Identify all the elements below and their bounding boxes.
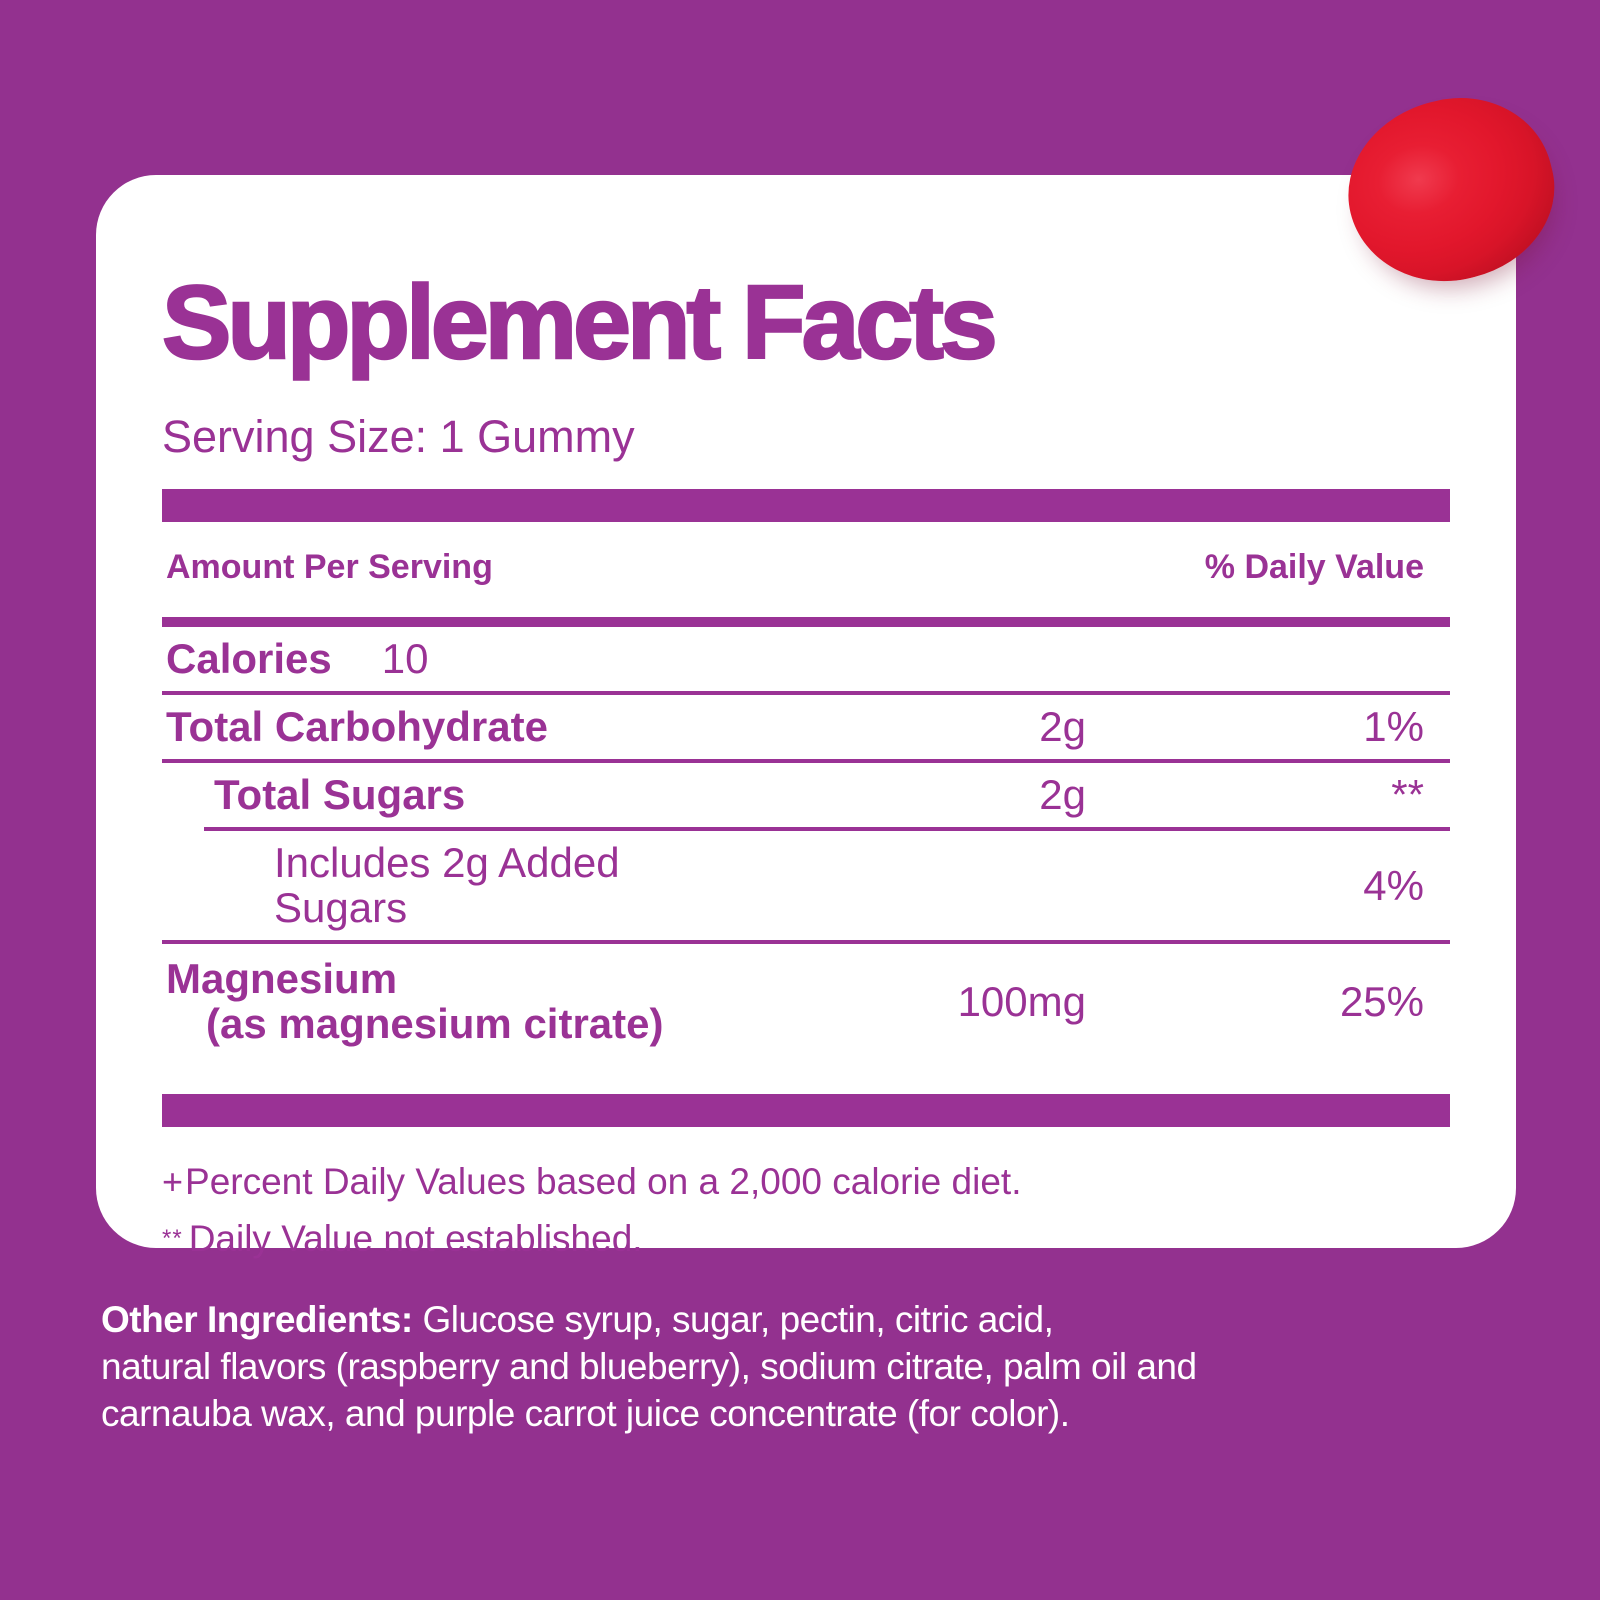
row-dv-added-sugars: 4% <box>1363 861 1424 909</box>
row-divider-indented <box>204 827 1450 831</box>
other-ingredients-text: Other Ingredients: Glucose syrup, sugar,… <box>101 1296 1361 1437</box>
header-divider-bar <box>162 617 1450 627</box>
page-title: Supplement Facts <box>161 265 999 381</box>
table-row-total-sugars: Total Sugars 2g ** <box>162 763 1450 827</box>
table-row-added-sugars: Includes 2g Added Sugars 4% <box>162 831 1450 940</box>
row-name-total-sugars: Total Sugars <box>214 771 466 818</box>
other-ingredients-label: Other Ingredients: <box>101 1299 413 1340</box>
column-header-daily-value: % Daily Value <box>1204 548 1424 586</box>
table-top-bar <box>162 489 1450 522</box>
other-ingredients-line1: Glucose syrup, sugar, pectin, citric aci… <box>412 1299 1054 1340</box>
row-amount-magnesium: 100mg <box>957 977 1086 1025</box>
footnote-daily-values: + Percent Daily Values based on a 2,000 … <box>162 1160 1450 1204</box>
row-divider <box>162 759 1450 763</box>
table-row-calories: Calories 10 <box>162 627 1450 691</box>
row-amount-total-carbohydrate: 2g <box>1039 703 1086 750</box>
table-row-magnesium: Magnesium (as magnesium citrate) 100mg 2… <box>162 944 1450 1070</box>
row-value-calories: 10 <box>381 635 429 682</box>
other-ingredients-line3: carnauba wax, and purple carrot juice co… <box>101 1393 1070 1434</box>
row-name-magnesium: Magnesium <box>166 955 398 1002</box>
row-name-added-sugars: Includes 2g Added Sugars <box>274 839 620 931</box>
footnote-daily-values-text: Percent Daily Values based on a 2,000 ca… <box>185 1161 1022 1202</box>
row-name-total-carbohydrate: Total Carbohydrate <box>166 703 548 750</box>
row-divider <box>162 691 1450 695</box>
footnote-not-established-text: Daily Value not established. <box>188 1218 643 1259</box>
row-dv-magnesium: 25% <box>1339 977 1424 1025</box>
row-dv-total-carbohydrate: 1% <box>1363 703 1424 750</box>
footnote-asterisks-marker: ** <box>162 1225 183 1252</box>
row-amount-total-sugars: 2g <box>1039 771 1086 818</box>
serving-size-text: Serving Size: 1 Gummy <box>162 411 635 462</box>
row-name-calories: Calories <box>166 635 332 682</box>
footnote-not-established: ** Daily Value not established. <box>162 1217 1450 1261</box>
table-header-row: Amount Per Serving % Daily Value <box>162 522 1450 617</box>
other-ingredients-line2: natural flavors (raspberry and blueberry… <box>101 1346 1197 1387</box>
table-bottom-bar <box>162 1094 1450 1127</box>
row-subname-magnesium: (as magnesium citrate) <box>206 1000 664 1047</box>
column-header-amount-per-serving: Amount Per Serving <box>166 548 493 586</box>
row-dv-total-sugars: ** <box>1391 771 1424 818</box>
footnote-plus-marker: + <box>162 1161 184 1202</box>
row-divider <box>162 940 1450 944</box>
table-row-total-carbohydrate: Total Carbohydrate 2g 1% <box>162 695 1450 759</box>
supplement-facts-panel: Supplement Facts Serving Size: 1 Gummy A… <box>96 175 1516 1259</box>
